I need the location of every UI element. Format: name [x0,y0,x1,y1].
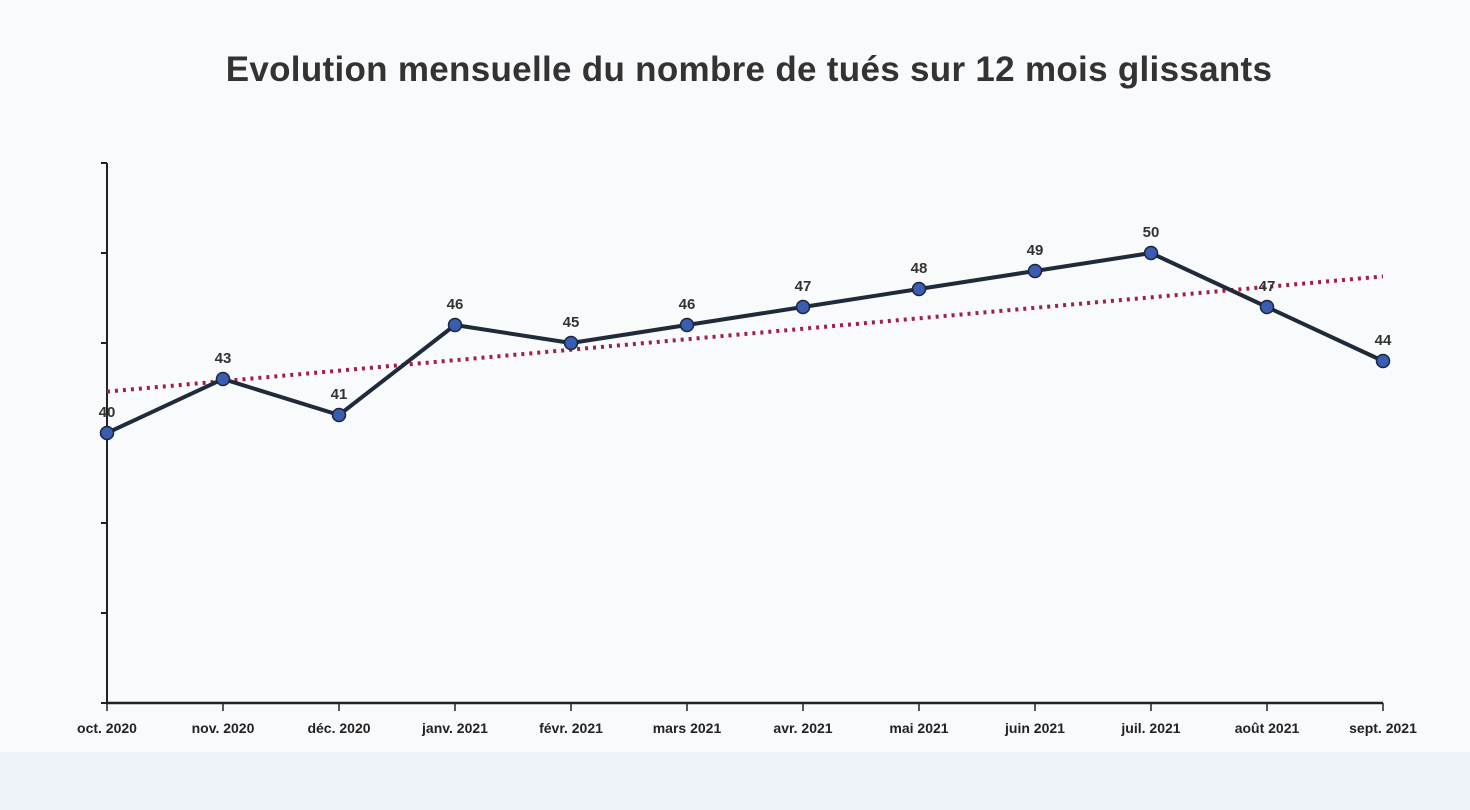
x-tick-label: juin 2021 [1004,720,1065,736]
x-tick-label: mai 2021 [889,720,948,736]
data-label: 49 [1027,242,1044,259]
data-point [215,371,231,387]
x-tick-label: août 2021 [1235,720,1300,736]
data-point [1027,263,1043,279]
x-tick-label: nov. 2020 [192,720,255,736]
data-point [1143,245,1159,261]
x-tick-label: déc. 2020 [307,720,370,736]
data-label: 48 [911,260,928,277]
x-tick-label: mars 2021 [653,720,722,736]
data-label: 40 [99,404,116,421]
data-line [106,251,1384,435]
data-label: 44 [1375,332,1392,349]
data-point [911,281,927,297]
data-point [563,335,579,351]
x-tick-label: févr. 2021 [539,720,603,736]
data-label: 46 [679,296,696,313]
data-point [1259,299,1275,315]
x-tick-label: janv. 2021 [421,720,488,736]
data-point [331,407,347,423]
data-label: 50 [1143,224,1160,241]
x-tick-label: juil. 2021 [1120,720,1180,736]
data-point [99,425,115,441]
data-label: 45 [563,314,580,331]
x-tick-label: avr. 2021 [773,720,832,736]
x-tick-label: oct. 2020 [77,720,137,736]
data-point [795,299,811,315]
data-point [1375,353,1391,369]
data-label: 47 [1259,278,1276,295]
data-label: 46 [447,296,464,313]
data-point [679,317,695,333]
data-label: 41 [331,386,348,403]
x-tick-label: sept. 2021 [1349,720,1417,736]
bottom-band [0,752,1470,810]
trend-line [106,274,1384,394]
chart-title: Evolution mensuelle du nombre de tués su… [225,50,1273,89]
data-label: 47 [795,278,812,295]
data-label: 43 [215,350,232,367]
data-point [447,317,463,333]
